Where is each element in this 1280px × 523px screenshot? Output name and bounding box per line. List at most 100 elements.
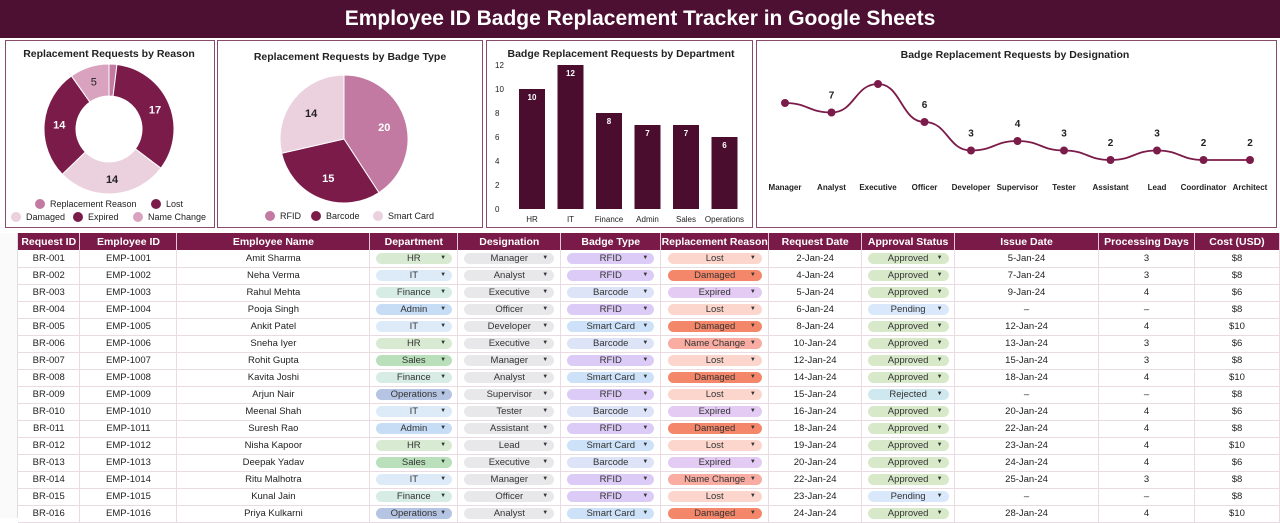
cell-designation[interactable]: Assistant ▼	[457, 420, 562, 438]
approval-status-dropdown[interactable]: Approved ▼	[867, 457, 949, 468]
department-dropdown[interactable]: Finance ▼	[375, 372, 453, 383]
chart-reason[interactable]: Replacement Requests by Reason 17 14 14 5 Rep…	[5, 40, 215, 228]
designation-dropdown[interactable]: Executive ▼	[464, 457, 555, 468]
approval-status-dropdown[interactable]: Approved ▼	[867, 508, 949, 519]
approval-status-dropdown[interactable]: Approved ▼	[867, 474, 949, 485]
cell-department[interactable]: Finance ▼	[369, 284, 459, 302]
cell-replacement-reason[interactable]: Lost ▼	[660, 352, 770, 370]
approval-status-dropdown[interactable]: Approved ▼	[867, 423, 949, 434]
department-dropdown[interactable]: HR ▼	[375, 338, 453, 349]
cell-approval-status[interactable]: Approved ▼	[861, 250, 956, 268]
department-dropdown[interactable]: Operations ▼	[375, 389, 453, 400]
replacement-reason-dropdown[interactable]: Lost ▼	[667, 304, 762, 315]
designation-dropdown[interactable]: Analyst ▼	[464, 372, 555, 383]
column-header-employee-id[interactable]: Employee ID	[79, 233, 178, 250]
department-dropdown[interactable]: Operations ▼	[375, 508, 453, 519]
approval-status-dropdown[interactable]: Approved ▼	[867, 252, 949, 264]
cell-department[interactable]: IT ▼	[369, 318, 459, 336]
cell-approval-status[interactable]: Approved ▼	[861, 505, 956, 523]
department-dropdown[interactable]: Admin ▼	[375, 304, 453, 315]
cell-replacement-reason[interactable]: Lost ▼	[660, 250, 770, 268]
cell-replacement-reason[interactable]: Lost ▼	[660, 301, 770, 319]
column-header-approval-status[interactable]: Approval Status	[861, 233, 956, 250]
cell-replacement-reason[interactable]: Damaged ▼	[660, 505, 770, 523]
department-dropdown[interactable]: Admin ▼	[375, 423, 453, 434]
badge-type-dropdown[interactable]: RFID ▼	[567, 304, 655, 315]
cell-badge-type[interactable]: Barcode ▼	[560, 403, 662, 421]
cell-replacement-reason[interactable]: Damaged ▼	[660, 267, 770, 285]
cell-approval-status[interactable]: Approved ▼	[861, 335, 956, 353]
cell-designation[interactable]: Lead ▼	[457, 437, 562, 455]
column-header-request-id[interactable]: Request ID	[18, 233, 81, 250]
designation-dropdown[interactable]: Executive ▼	[464, 338, 555, 349]
approval-status-dropdown[interactable]: Approved ▼	[867, 321, 949, 332]
cell-badge-type[interactable]: RFID ▼	[560, 386, 662, 404]
cell-badge-type[interactable]: Barcode ▼	[560, 284, 662, 302]
department-dropdown[interactable]: Sales ▼	[375, 457, 453, 468]
department-dropdown[interactable]: IT ▼	[375, 270, 453, 281]
column-header-processing-days[interactable]: Processing Days	[1098, 233, 1195, 250]
replacement-reason-dropdown[interactable]: Lost ▼	[667, 491, 762, 502]
replacement-reason-dropdown[interactable]: Lost ▼	[667, 252, 762, 264]
cell-approval-status[interactable]: Approved ▼	[861, 454, 956, 472]
cell-approval-status[interactable]: Approved ▼	[861, 437, 956, 455]
cell-replacement-reason[interactable]: Lost ▼	[660, 437, 770, 455]
cell-replacement-reason[interactable]: Lost ▼	[660, 386, 770, 404]
designation-dropdown[interactable]: Developer ▼	[464, 321, 555, 332]
approval-status-dropdown[interactable]: Approved ▼	[867, 440, 949, 451]
cell-department[interactable]: IT ▼	[369, 267, 459, 285]
column-header-employee-name[interactable]: Employee Name	[176, 233, 371, 250]
designation-dropdown[interactable]: Manager ▼	[464, 355, 555, 366]
replacement-reason-dropdown[interactable]: Expired ▼	[667, 406, 762, 417]
badge-type-dropdown[interactable]: Barcode ▼	[567, 457, 655, 468]
cell-designation[interactable]: Developer ▼	[457, 318, 562, 336]
approval-status-dropdown[interactable]: Approved ▼	[867, 372, 949, 383]
designation-dropdown[interactable]: Tester ▼	[464, 406, 555, 417]
approval-status-dropdown[interactable]: Approved ▼	[867, 287, 949, 298]
column-header-cost-usd-[interactable]: Cost (USD)	[1194, 233, 1280, 250]
designation-dropdown[interactable]: Manager ▼	[464, 252, 555, 264]
designation-dropdown[interactable]: Executive ▼	[464, 287, 555, 298]
approval-status-dropdown[interactable]: Rejected ▼	[867, 389, 949, 400]
cell-approval-status[interactable]: Approved ▼	[861, 267, 956, 285]
cell-designation[interactable]: Officer ▼	[457, 488, 562, 506]
badge-type-dropdown[interactable]: RFID ▼	[567, 491, 655, 502]
department-dropdown[interactable]: IT ▼	[375, 474, 453, 485]
cell-designation[interactable]: Analyst ▼	[457, 267, 562, 285]
replacement-reason-dropdown[interactable]: Damaged ▼	[667, 508, 762, 519]
cell-approval-status[interactable]: Pending ▼	[861, 301, 956, 319]
cell-replacement-reason[interactable]: Damaged ▼	[660, 369, 770, 387]
cell-replacement-reason[interactable]: Expired ▼	[660, 403, 770, 421]
approval-status-dropdown[interactable]: Approved ▼	[867, 270, 949, 281]
badge-type-dropdown[interactable]: RFID ▼	[567, 270, 655, 281]
cell-department[interactable]: HR ▼	[369, 250, 459, 268]
cell-approval-status[interactable]: Pending ▼	[861, 488, 956, 506]
replacement-reason-dropdown[interactable]: Expired ▼	[667, 287, 762, 298]
approval-status-dropdown[interactable]: Approved ▼	[867, 355, 949, 366]
cell-badge-type[interactable]: Smart Card ▼	[560, 318, 662, 336]
cell-designation[interactable]: Tester ▼	[457, 403, 562, 421]
badge-type-dropdown[interactable]: RFID ▼	[567, 252, 655, 264]
cell-approval-status[interactable]: Approved ▼	[861, 420, 956, 438]
badge-type-dropdown[interactable]: Smart Card ▼	[567, 372, 655, 383]
cell-badge-type[interactable]: Barcode ▼	[560, 454, 662, 472]
cell-badge-type[interactable]: RFID ▼	[560, 352, 662, 370]
chart-designation[interactable]: Badge Replacement Requests by Designatio…	[756, 40, 1277, 228]
department-dropdown[interactable]: IT ▼	[375, 406, 453, 417]
cell-department[interactable]: HR ▼	[369, 335, 459, 353]
cell-department[interactable]: Operations ▼	[369, 386, 459, 404]
badge-type-dropdown[interactable]: Barcode ▼	[567, 287, 655, 298]
replacement-reason-dropdown[interactable]: Lost ▼	[667, 440, 762, 451]
cell-designation[interactable]: Manager ▼	[457, 352, 562, 370]
cell-department[interactable]: IT ▼	[369, 403, 459, 421]
approval-status-dropdown[interactable]: Approved ▼	[867, 406, 949, 417]
department-dropdown[interactable]: Finance ▼	[375, 491, 453, 502]
designation-dropdown[interactable]: Analyst ▼	[464, 270, 555, 281]
designation-dropdown[interactable]: Supervisor ▼	[464, 389, 555, 400]
cell-department[interactable]: Sales ▼	[369, 454, 459, 472]
cell-designation[interactable]: Manager ▼	[457, 250, 562, 268]
department-dropdown[interactable]: Finance ▼	[375, 287, 453, 298]
column-header-request-date[interactable]: Request Date	[768, 233, 863, 250]
department-dropdown[interactable]: HR ▼	[375, 440, 453, 451]
cell-replacement-reason[interactable]: Name Change ▼	[660, 335, 770, 353]
